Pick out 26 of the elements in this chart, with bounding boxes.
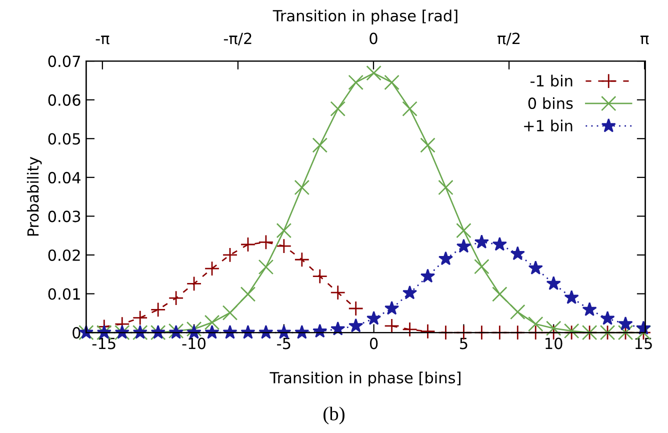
- y-tick-label: 0.04: [48, 172, 80, 184]
- x-tick-label: 10: [546, 338, 562, 350]
- x-tick-label: -15: [92, 338, 116, 350]
- x2-tick-label: -π: [96, 36, 110, 44]
- text: (b): [324, 406, 344, 424]
- x2-tick-label: π: [640, 36, 649, 44]
- x-axis-title: Transition in phase [bins]: [270, 372, 460, 386]
- x2-tick-label: -π/2: [224, 32, 252, 46]
- x2-tick-label: 0: [370, 32, 378, 44]
- y-tick-label: 0.07: [48, 56, 80, 68]
- x-tick-label: -10: [182, 338, 206, 350]
- y-tick-label: 0.03: [48, 210, 80, 222]
- x-tick-label: -5: [277, 338, 290, 350]
- legend-label: 0 bins: [528, 97, 573, 110]
- x-tick-label: 0: [370, 338, 378, 350]
- y-tick-label: 0.02: [48, 249, 80, 261]
- y-tick-label: 0.06: [48, 94, 80, 106]
- y-tick-label: 0.01: [48, 288, 80, 300]
- legend-label: -1 bin: [530, 74, 572, 87]
- y-axis-title: Probability: [26, 156, 42, 236]
- legend-label: +1 bin: [524, 120, 572, 132]
- x2-tick-label: π/2: [498, 32, 520, 46]
- y-tick-label: 0.05: [48, 133, 80, 145]
- x-tick-label: 5: [460, 338, 468, 350]
- x2-axis-title: Transition in phase [rad]: [272, 10, 458, 24]
- y-tick-label: 0: [72, 327, 80, 339]
